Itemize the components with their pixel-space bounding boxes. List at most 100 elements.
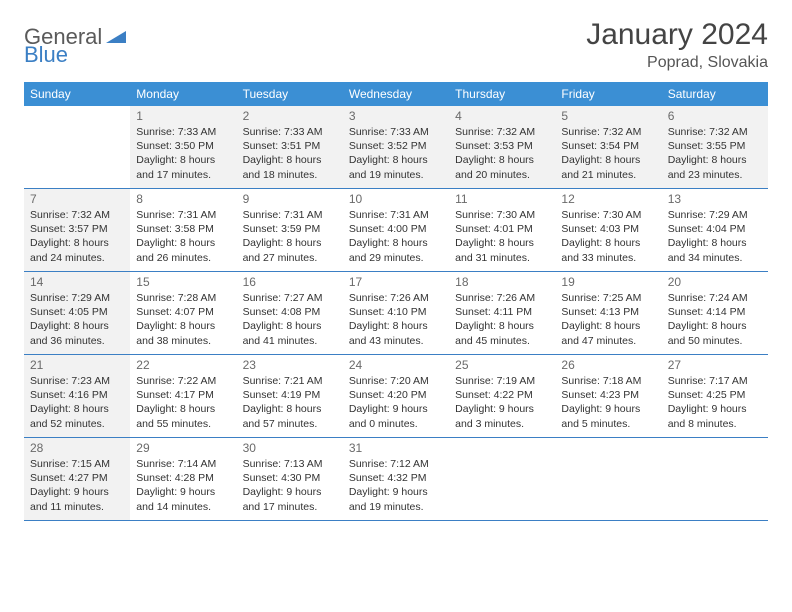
daylight-text: Daylight: 9 hours [243,485,337,499]
day-number: 25 [455,358,549,372]
daylight-text: and 23 minutes. [668,168,762,182]
daylight-text: Daylight: 9 hours [561,402,655,416]
daylight-text: Daylight: 8 hours [349,153,443,167]
sunrise-text: Sunrise: 7:13 AM [243,457,337,471]
daylight-text: Daylight: 9 hours [349,402,443,416]
daylight-text: Daylight: 8 hours [243,153,337,167]
day-number: 29 [136,441,230,455]
day-of-week-friday: Friday [555,82,661,106]
daylight-text: and 33 minutes. [561,251,655,265]
daylight-text: Daylight: 8 hours [136,319,230,333]
daylight-text: and 19 minutes. [349,168,443,182]
calendar-cell: 6Sunrise: 7:32 AMSunset: 3:55 PMDaylight… [662,106,768,188]
daylight-text: and 26 minutes. [136,251,230,265]
sunrise-text: Sunrise: 7:32 AM [455,125,549,139]
day-number: 14 [30,275,124,289]
daylight-text: Daylight: 9 hours [136,485,230,499]
sunset-text: Sunset: 4:11 PM [455,305,549,319]
daylight-text: Daylight: 8 hours [30,402,124,416]
daylight-text: and 8 minutes. [668,417,762,431]
daylight-text: and 14 minutes. [136,500,230,514]
sunrise-text: Sunrise: 7:31 AM [243,208,337,222]
sunrise-text: Sunrise: 7:32 AM [668,125,762,139]
sunset-text: Sunset: 4:05 PM [30,305,124,319]
sunrise-text: Sunrise: 7:31 AM [136,208,230,222]
calendar: SundayMondayTuesdayWednesdayThursdayFrid… [24,82,768,521]
daylight-text: and 17 minutes. [136,168,230,182]
daylight-text: Daylight: 8 hours [561,236,655,250]
sunrise-text: Sunrise: 7:29 AM [30,291,124,305]
sunrise-text: Sunrise: 7:33 AM [136,125,230,139]
sunrise-text: Sunrise: 7:33 AM [243,125,337,139]
daylight-text: and 17 minutes. [243,500,337,514]
sunset-text: Sunset: 4:22 PM [455,388,549,402]
daylight-text: Daylight: 8 hours [243,319,337,333]
day-number: 26 [561,358,655,372]
calendar-cell: 1Sunrise: 7:33 AMSunset: 3:50 PMDaylight… [130,106,236,188]
month-title: January 2024 [586,18,768,52]
sunset-text: Sunset: 4:14 PM [668,305,762,319]
sunrise-text: Sunrise: 7:32 AM [561,125,655,139]
sunset-text: Sunset: 4:25 PM [668,388,762,402]
calendar-cell: 14Sunrise: 7:29 AMSunset: 4:05 PMDayligh… [24,272,130,354]
calendar-cell: 24Sunrise: 7:20 AMSunset: 4:20 PMDayligh… [343,355,449,437]
calendar-cell [24,106,130,188]
sunset-text: Sunset: 3:59 PM [243,222,337,236]
sunset-text: Sunset: 4:23 PM [561,388,655,402]
sunrise-text: Sunrise: 7:31 AM [349,208,443,222]
calendar-cell: 12Sunrise: 7:30 AMSunset: 4:03 PMDayligh… [555,189,661,271]
sunset-text: Sunset: 3:51 PM [243,139,337,153]
day-number: 17 [349,275,443,289]
sunrise-text: Sunrise: 7:17 AM [668,374,762,388]
day-number: 28 [30,441,124,455]
sunrise-text: Sunrise: 7:29 AM [668,208,762,222]
day-number: 21 [30,358,124,372]
calendar-cell: 31Sunrise: 7:12 AMSunset: 4:32 PMDayligh… [343,438,449,520]
daylight-text: and 27 minutes. [243,251,337,265]
sunset-text: Sunset: 3:54 PM [561,139,655,153]
day-number: 19 [561,275,655,289]
sunset-text: Sunset: 4:16 PM [30,388,124,402]
sunrise-text: Sunrise: 7:26 AM [455,291,549,305]
daylight-text: Daylight: 8 hours [136,402,230,416]
daylight-text: Daylight: 8 hours [243,236,337,250]
sunrise-text: Sunrise: 7:15 AM [30,457,124,471]
day-number: 18 [455,275,549,289]
daylight-text: Daylight: 8 hours [561,319,655,333]
day-number: 24 [349,358,443,372]
calendar-cell [449,438,555,520]
calendar-cell: 10Sunrise: 7:31 AMSunset: 4:00 PMDayligh… [343,189,449,271]
daylight-text: Daylight: 8 hours [668,153,762,167]
daylight-text: Daylight: 9 hours [349,485,443,499]
daylight-text: Daylight: 8 hours [668,236,762,250]
daylight-text: and 43 minutes. [349,334,443,348]
daylight-text: and 3 minutes. [455,417,549,431]
sunset-text: Sunset: 4:01 PM [455,222,549,236]
weeks-container: 1Sunrise: 7:33 AMSunset: 3:50 PMDaylight… [24,106,768,521]
sunset-text: Sunset: 3:55 PM [668,139,762,153]
sunset-text: Sunset: 4:19 PM [243,388,337,402]
week-row: 28Sunrise: 7:15 AMSunset: 4:27 PMDayligh… [24,438,768,521]
sunset-text: Sunset: 4:30 PM [243,471,337,485]
sunrise-text: Sunrise: 7:28 AM [136,291,230,305]
calendar-cell: 17Sunrise: 7:26 AMSunset: 4:10 PMDayligh… [343,272,449,354]
sunset-text: Sunset: 4:10 PM [349,305,443,319]
daylight-text: Daylight: 9 hours [455,402,549,416]
calendar-cell [555,438,661,520]
daylight-text: Daylight: 8 hours [455,236,549,250]
week-row: 7Sunrise: 7:32 AMSunset: 3:57 PMDaylight… [24,189,768,272]
day-number: 9 [243,192,337,206]
sunrise-text: Sunrise: 7:12 AM [349,457,443,471]
calendar-cell: 22Sunrise: 7:22 AMSunset: 4:17 PMDayligh… [130,355,236,437]
daylight-text: and 41 minutes. [243,334,337,348]
daylight-text: and 36 minutes. [30,334,124,348]
daylight-text: Daylight: 8 hours [561,153,655,167]
daylight-text: and 0 minutes. [349,417,443,431]
day-number: 8 [136,192,230,206]
day-number: 27 [668,358,762,372]
calendar-cell: 18Sunrise: 7:26 AMSunset: 4:11 PMDayligh… [449,272,555,354]
sunset-text: Sunset: 3:50 PM [136,139,230,153]
daylight-text: and 20 minutes. [455,168,549,182]
sunrise-text: Sunrise: 7:24 AM [668,291,762,305]
calendar-cell: 23Sunrise: 7:21 AMSunset: 4:19 PMDayligh… [237,355,343,437]
